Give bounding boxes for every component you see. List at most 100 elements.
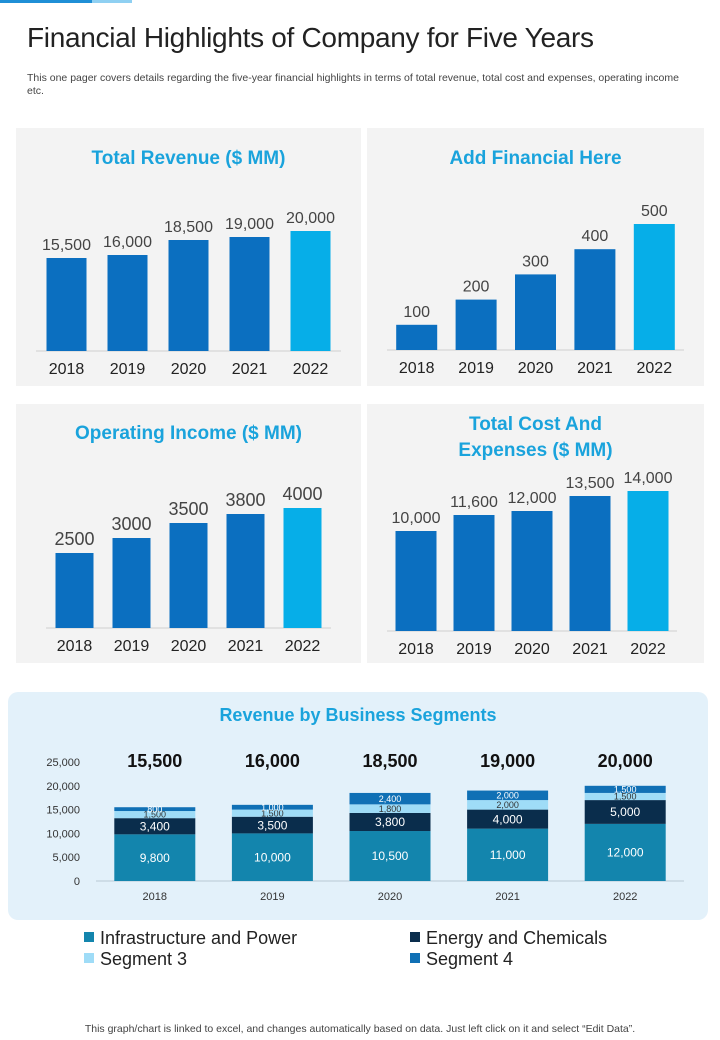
bar-2022 xyxy=(627,491,669,631)
segment-bar-2019-2 xyxy=(231,816,313,834)
data-label-2018: 100 xyxy=(403,304,430,321)
segment-bar-2021-1 xyxy=(467,828,549,881)
page-title: Financial Highlights of Company for Five… xyxy=(27,22,594,53)
y-tick-label: 10,000 xyxy=(46,828,80,840)
add-financial-panel: Add Financial Here 100 2018 200 2019 300 2020… xyxy=(367,128,704,386)
x-tick-2022: 2022 xyxy=(637,360,673,377)
segment-bar-2018-2 xyxy=(114,818,196,835)
bar-2018 xyxy=(55,553,94,628)
segment-label-2018-2: 3,400 xyxy=(140,819,170,833)
legend-item-infrastructure: Infrastructure and Power xyxy=(84,928,297,949)
legend-item-segment-3: Segment 3 xyxy=(84,949,187,970)
total-cost-title: Total Cost And Expenses ($ MM) xyxy=(458,414,613,461)
x-tick-2019: 2019 xyxy=(456,641,492,658)
top-accent-bar-light xyxy=(92,0,132,3)
segment-bar-2019-3 xyxy=(231,809,313,817)
revenue-segments-panel: Revenue by Business Segments 0 5,000 10,00… xyxy=(8,692,708,920)
bar-2019 xyxy=(455,299,497,350)
bar-2018 xyxy=(395,531,437,631)
segment-label-2019-3: 1,500 xyxy=(261,808,284,818)
segment-label-2022-2: 5,000 xyxy=(610,805,640,819)
legend-label: Energy and Chemicals xyxy=(426,928,608,948)
legend-swatch xyxy=(410,932,420,942)
bar-2020 xyxy=(169,523,208,628)
bar-2020 xyxy=(511,511,553,631)
x-tick-2019: 2019 xyxy=(260,891,284,903)
data-label-2021: 13,500 xyxy=(566,475,615,492)
segment-bar-2021-3 xyxy=(467,800,549,810)
data-label-2022: 500 xyxy=(641,203,668,220)
segment-label-2021-2: 4,000 xyxy=(493,812,523,826)
segment-label-2020-1: 10,500 xyxy=(372,849,409,863)
segment-label-2020-2: 3,800 xyxy=(375,815,405,829)
total-revenue-panel: Total Revenue ($ MM) 15,500 2018 16,000 201… xyxy=(16,128,361,386)
data-label-2022: 14,000 xyxy=(624,470,673,487)
total-label-2022: 20,000 xyxy=(598,751,653,771)
x-tick-2021: 2021 xyxy=(577,360,613,377)
operating-income-chart: 2500 2018 3000 2019 3500 2020 3800 2021 4000 2022 xyxy=(46,484,331,655)
data-label-2020: 12,000 xyxy=(508,490,557,507)
legend-swatch xyxy=(84,953,94,963)
data-label-2020: 3500 xyxy=(168,499,208,519)
y-tick-label: 25,000 xyxy=(46,757,80,769)
y-tick-label: 15,000 xyxy=(46,805,80,817)
data-label-2019: 3000 xyxy=(111,514,151,534)
bar-2018 xyxy=(396,324,438,350)
total-cost-panel: Total Cost And Expenses ($ MM) 10,000 201… xyxy=(367,404,704,663)
segment-label-2019-4: 1,000 xyxy=(261,802,284,812)
data-label-2019: 11,600 xyxy=(450,494,498,511)
data-label-2021: 400 xyxy=(582,228,609,245)
segment-label-2021-4: 2,000 xyxy=(496,790,519,800)
segment-label-2022-3: 1,500 xyxy=(614,792,637,802)
bar-2019 xyxy=(107,255,148,351)
y-tick-label: 5,000 xyxy=(52,852,80,864)
segment-bar-2020-3 xyxy=(349,804,431,813)
legend-label: Infrastructure and Power xyxy=(100,928,298,948)
operating-income-title: Operating Income ($ MM) xyxy=(75,423,302,444)
x-tick-2022: 2022 xyxy=(613,891,637,903)
x-tick-2020: 2020 xyxy=(171,638,207,655)
segment-label-2018-3: 1,500 xyxy=(144,810,167,820)
add-financial-chart: 100 2018 200 2019 300 2020 400 2021 500 2022 xyxy=(387,203,684,377)
segment-label-2021-1: 11,000 xyxy=(490,848,526,862)
x-tick-2018: 2018 xyxy=(399,360,435,377)
total-label-2021: 19,000 xyxy=(480,751,535,771)
bar-2022 xyxy=(633,224,675,350)
revenue-segments-title: Revenue by Business Segments xyxy=(219,705,497,725)
y-tick-label: 0 xyxy=(74,876,80,888)
segment-label-2019-2: 3,500 xyxy=(257,818,287,832)
x-tick-2021: 2021 xyxy=(232,361,268,378)
segment-bar-2022-4 xyxy=(584,785,666,793)
segment-label-2020-4: 2,400 xyxy=(379,794,402,804)
x-tick-2020: 2020 xyxy=(378,891,402,903)
bar-2021 xyxy=(569,496,611,631)
segment-bar-2020-1 xyxy=(349,831,431,881)
x-tick-2018: 2018 xyxy=(398,641,434,658)
x-tick-2019: 2019 xyxy=(110,361,146,378)
data-label-2019: 16,000 xyxy=(103,234,152,251)
x-tick-2019: 2019 xyxy=(114,638,150,655)
add-financial-title: Add Financial Here xyxy=(449,148,622,169)
bar-2022 xyxy=(283,508,322,628)
total-label-2018: 15,500 xyxy=(127,751,182,771)
total-revenue-title: Total Revenue ($ MM) xyxy=(91,148,286,169)
segment-bar-2021-2 xyxy=(467,809,549,829)
data-label-2019: 200 xyxy=(463,279,490,296)
segment-bar-2020-2 xyxy=(349,812,431,832)
segment-bar-2020-4 xyxy=(349,792,431,805)
data-label-2022: 4000 xyxy=(282,484,322,504)
segment-label-2021-3: 2,000 xyxy=(496,800,519,810)
segment-bar-2018-3 xyxy=(114,811,196,819)
bar-2022 xyxy=(290,231,331,351)
segment-label-2020-3: 1,800 xyxy=(379,804,402,814)
revenue-segments-chart: 0 5,000 10,000 15,000 20,000 25,000 9,800 3,400… xyxy=(46,751,684,903)
x-tick-2020: 2020 xyxy=(518,360,554,377)
total-cost-chart: 10,000 2018 11,600 2019 12,000 2020 13,500 2021… xyxy=(387,470,677,658)
segment-bar-2021-4 xyxy=(467,790,549,801)
segment-label-2018-1: 9,800 xyxy=(140,851,170,865)
segment-label-2019-1: 10,000 xyxy=(254,850,291,864)
legend-swatch xyxy=(84,932,94,942)
segment-bar-2019-1 xyxy=(231,833,313,881)
x-tick-2020: 2020 xyxy=(171,361,207,378)
total-revenue-chart: 15,500 2018 16,000 2019 18,500 2020 19,000 2021… xyxy=(36,210,341,378)
